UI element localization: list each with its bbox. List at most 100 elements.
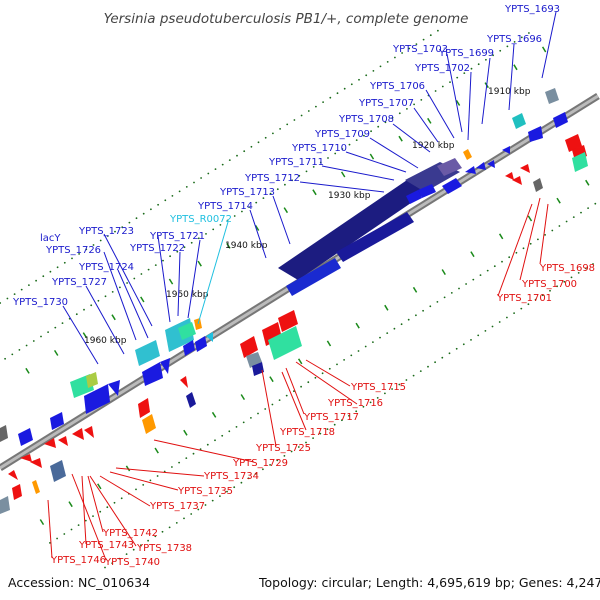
gene-label: YPTS_1696 <box>486 34 542 45</box>
track-dot <box>355 139 358 142</box>
gene-label: YPTS_1738 <box>136 543 192 554</box>
track-tick <box>541 46 547 53</box>
track-dot <box>35 279 37 282</box>
feature-large-block-1 <box>278 178 430 280</box>
track-dot <box>594 202 597 205</box>
leader-lines <box>47 11 557 561</box>
track-dot <box>436 301 439 303</box>
track-dot <box>364 345 367 348</box>
track-dot <box>157 203 160 206</box>
feature-blue-arrow-8 <box>108 380 120 396</box>
track-dot <box>18 349 21 351</box>
track-dot <box>75 313 78 316</box>
track-dot <box>47 331 49 333</box>
track-dot <box>434 90 437 92</box>
track-tick <box>369 153 375 160</box>
track-dot <box>243 150 246 153</box>
track-dot <box>132 548 135 551</box>
track-guides <box>0 29 597 569</box>
track-dot <box>386 332 389 334</box>
track-dot <box>455 347 458 350</box>
feature-red-8 <box>240 336 258 358</box>
gene-label: YPTS_1735 <box>177 486 233 497</box>
track-dot <box>85 248 88 251</box>
track-dot <box>190 513 193 515</box>
track-dot <box>278 399 281 401</box>
feature-blue-arrow-4 <box>195 336 207 352</box>
track-dot <box>264 408 267 410</box>
gene-label: YPTS_1710 <box>291 143 347 154</box>
track-dot <box>90 304 93 307</box>
track-dot <box>322 101 324 103</box>
feature-red-15 <box>20 454 32 462</box>
track-dot <box>290 450 293 453</box>
track-dot <box>171 195 174 197</box>
track-dot <box>314 376 317 379</box>
track-dot <box>326 428 329 430</box>
track-dot <box>369 401 372 404</box>
track-dot <box>580 211 582 214</box>
gene-label: YPTS_1727 <box>51 277 107 288</box>
gene-label: YPTS_1723 <box>78 226 134 237</box>
track-tick <box>39 519 45 525</box>
feature-orange-1 <box>463 149 472 160</box>
track-tick <box>53 350 59 356</box>
reverse-labels: YPTS_1698 YPTS_1700 YPTS_1701 YPTS_1715 … <box>50 263 595 568</box>
track-dot <box>56 537 58 540</box>
track-dot <box>441 356 444 359</box>
track-tick <box>154 447 159 454</box>
track-dot <box>178 190 181 193</box>
accession-text: Accession: NC_010634 <box>8 575 150 590</box>
feature-red-11 <box>44 438 56 448</box>
track-dot <box>247 477 250 480</box>
track-dot <box>305 441 307 444</box>
feature-navy-1 <box>252 362 264 376</box>
track-dot <box>49 270 52 273</box>
kbp-mark: 1960 kbp <box>84 336 127 346</box>
track-dot <box>297 446 300 448</box>
track-dot <box>204 504 207 506</box>
track-tick <box>25 367 30 374</box>
track-dot <box>111 562 114 564</box>
track-dot <box>63 261 66 264</box>
track-dot <box>592 263 594 265</box>
track-dot <box>556 285 558 288</box>
gene-label: YPTS_1740 <box>104 557 160 568</box>
track-dot <box>285 394 288 397</box>
track-tick <box>441 269 446 275</box>
track-dot <box>233 486 236 489</box>
track-dot <box>70 528 73 531</box>
feature-red-13 <box>72 428 84 440</box>
feature-gray-3 <box>0 425 8 442</box>
track-dot <box>219 495 221 497</box>
feature-cyan-5 <box>135 340 160 366</box>
gene-label: YPTS_1725 <box>255 443 311 454</box>
track-dot <box>63 533 66 535</box>
gene-label: YPTS_1701 <box>496 293 552 304</box>
track-dot <box>242 421 245 424</box>
track-dot <box>99 239 102 242</box>
track-dot <box>434 361 436 364</box>
gene-label: YPTS_1709 <box>314 129 370 140</box>
track-dot <box>572 216 575 219</box>
track-dot <box>279 127 281 130</box>
track-dot <box>211 499 214 502</box>
track-dot <box>207 172 210 175</box>
track-dot <box>150 208 152 211</box>
track-dot <box>458 287 460 290</box>
feature-small-arrow-3 <box>487 160 495 168</box>
track-dot <box>83 308 85 311</box>
feature-rna-1 <box>206 332 213 342</box>
track-dot <box>400 323 403 326</box>
feature-block-5 <box>286 258 341 296</box>
track-dot <box>486 269 489 272</box>
track-dot <box>114 230 116 233</box>
genome-title: Yersinia pseudotuberculosis PB1/+, compl… <box>104 11 469 27</box>
track-dot <box>348 414 350 417</box>
gene-label: YPTS_1707 <box>358 98 414 109</box>
track-dot <box>570 276 573 279</box>
track-dot <box>32 340 35 342</box>
feature-red-16 <box>30 458 42 468</box>
track-dot <box>376 397 379 399</box>
